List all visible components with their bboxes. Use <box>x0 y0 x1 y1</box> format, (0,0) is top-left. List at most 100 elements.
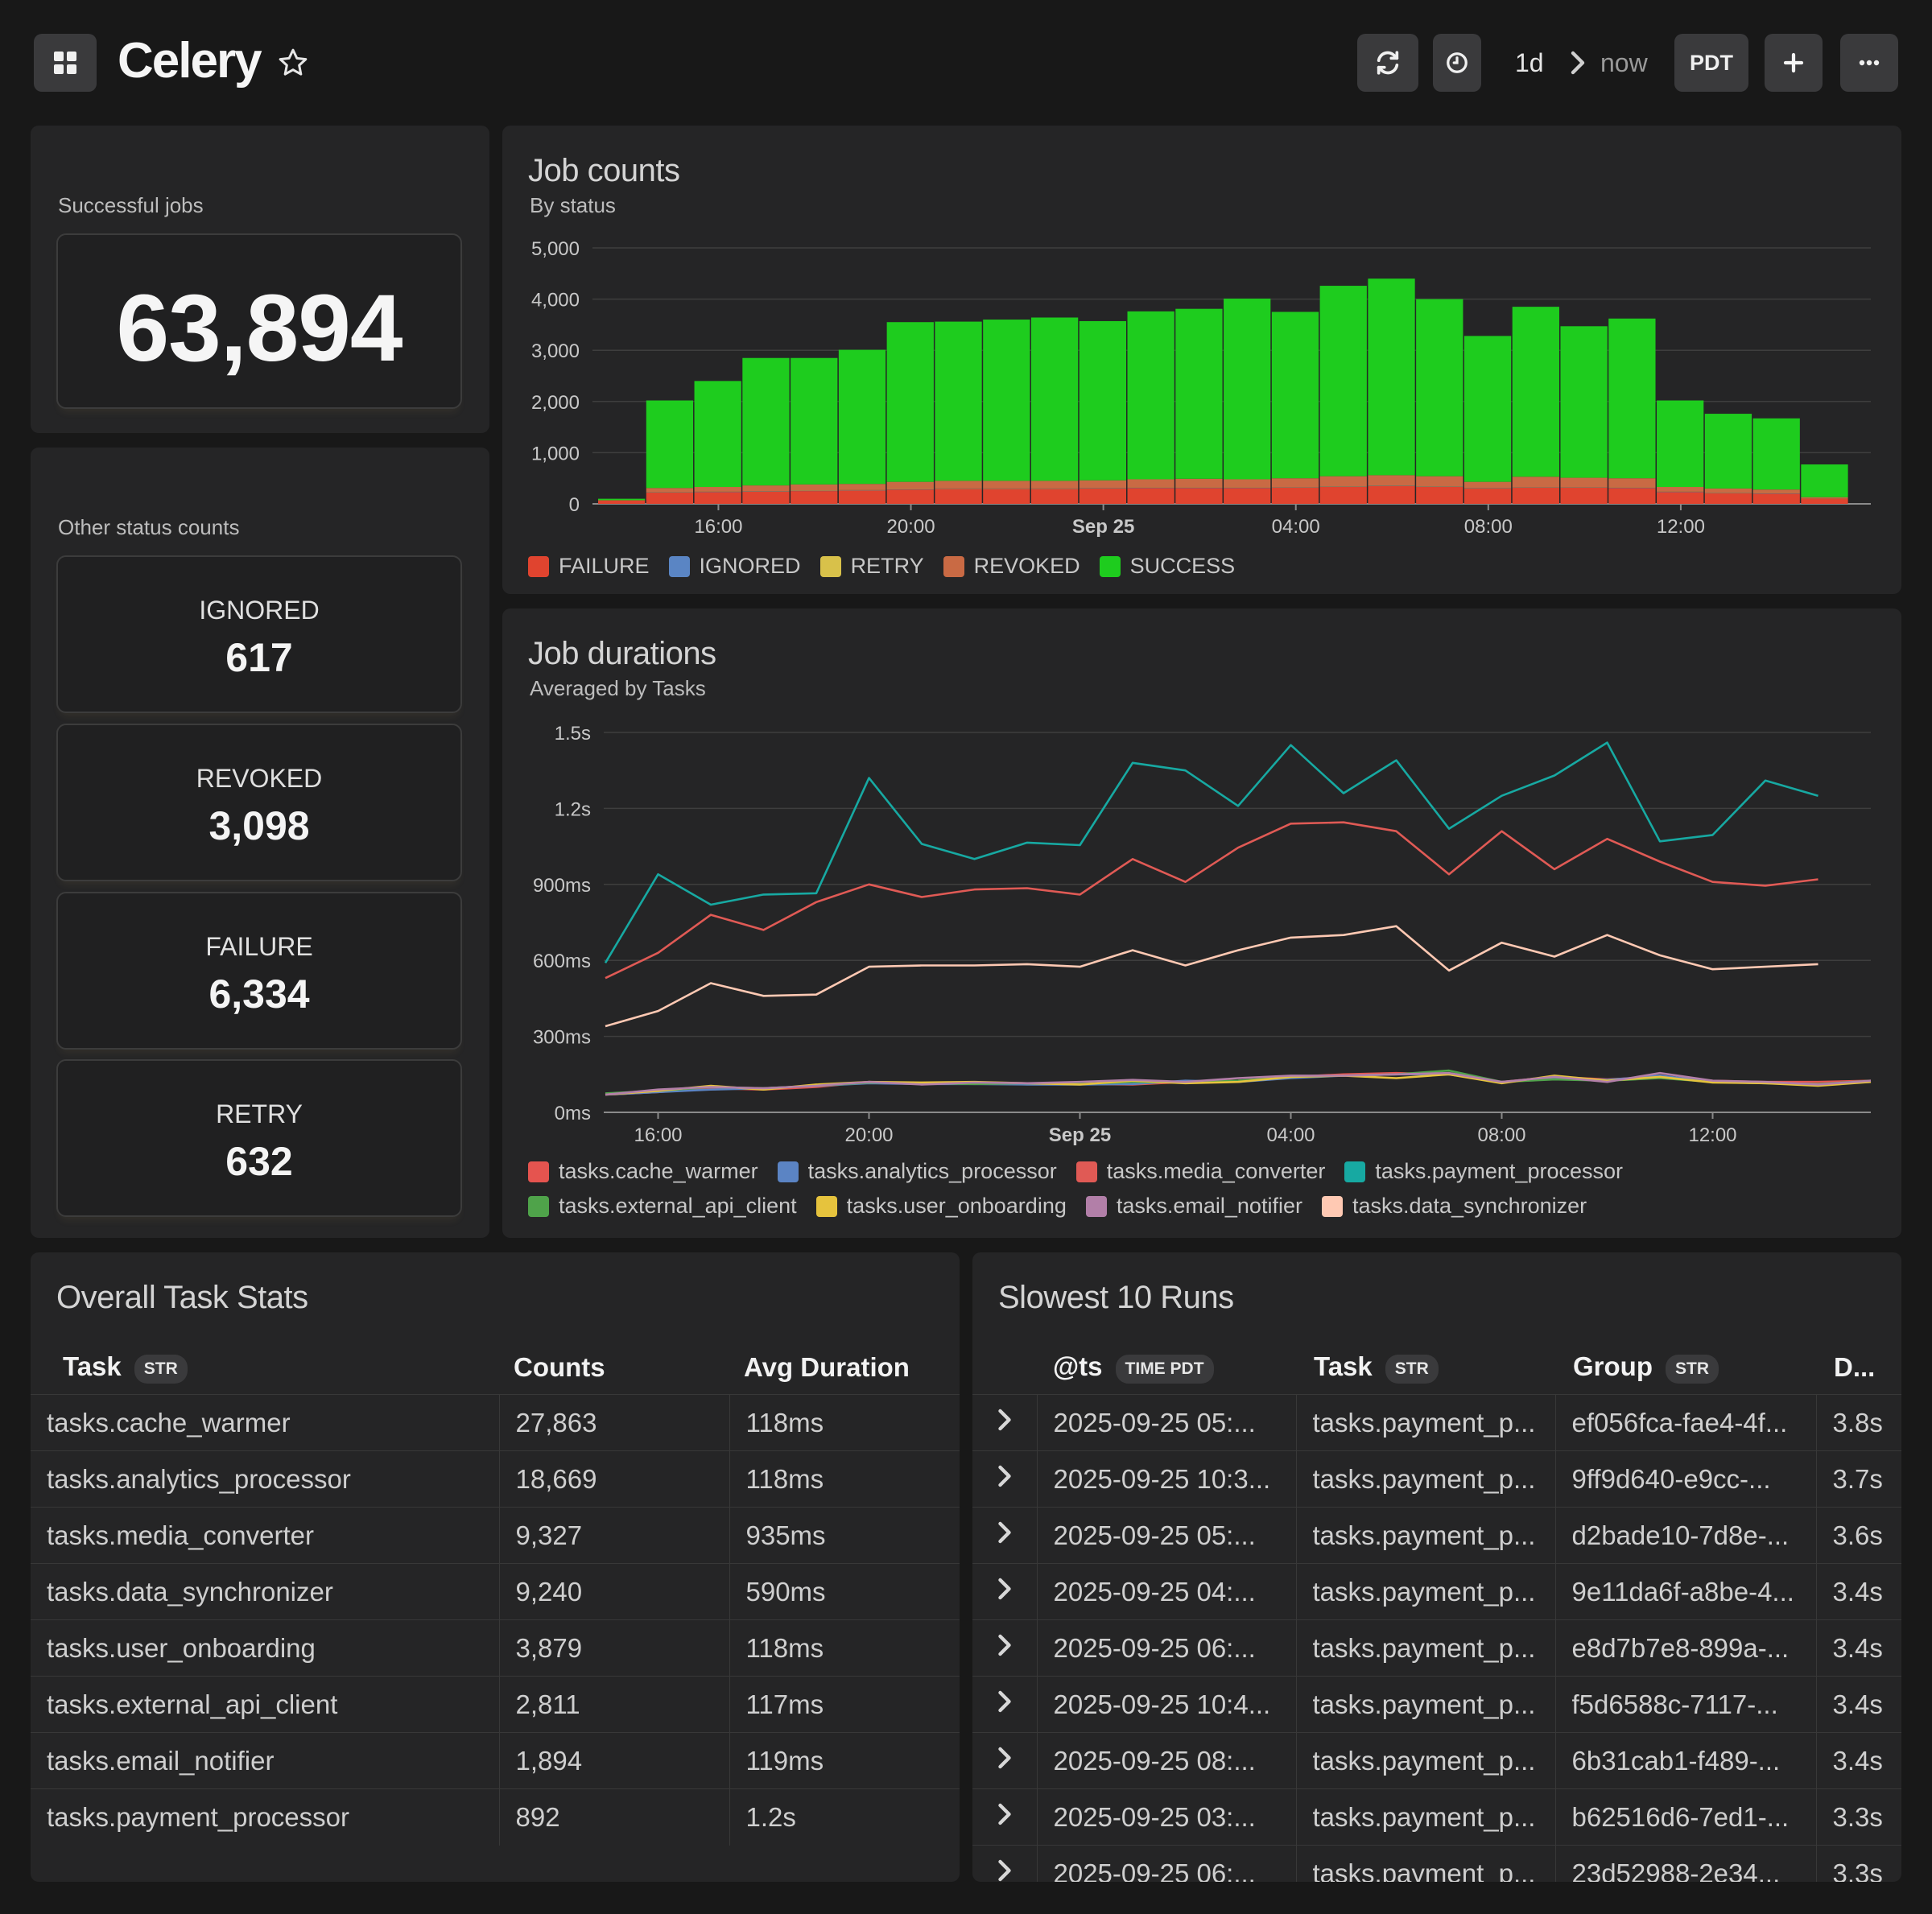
add-panel-button[interactable] <box>1765 34 1823 92</box>
legend-item[interactable]: tasks.external_api_client <box>528 1194 797 1219</box>
table-row[interactable]: tasks.user_onboarding 3,879 118ms <box>31 1619 960 1677</box>
table-row[interactable]: 2025-09-25 04:... tasks.payment_p... 9e11d… <box>972 1563 1901 1620</box>
legend-item[interactable]: tasks.email_notifier <box>1085 1194 1302 1219</box>
table-row[interactable]: 2025-09-25 06:... tasks.payment_p... 23d52… <box>972 1845 1901 1882</box>
duration-cell: 3.4s <box>1815 1732 1901 1789</box>
column-header-group[interactable]: Group STR <box>1573 1351 1719 1384</box>
legend-item[interactable]: tasks.analytics_processor <box>777 1159 1057 1184</box>
y-tick-label: 600ms <box>533 951 591 972</box>
bar-segment <box>886 481 934 489</box>
expand-row-icon[interactable] <box>972 1394 1037 1451</box>
timezone-button[interactable]: PDT <box>1674 34 1748 92</box>
bar-segment <box>1801 464 1848 497</box>
legend-swatch <box>1321 1195 1343 1217</box>
panel-subtitle: By status <box>530 193 616 217</box>
bar-segment <box>646 493 694 504</box>
time-range-to[interactable]: now <box>1600 48 1648 77</box>
bar-segment <box>1704 414 1752 489</box>
table-row[interactable]: 2025-09-25 03:... tasks.payment_p... b6251… <box>972 1788 1901 1846</box>
table-row[interactable]: tasks.media_converter 9,327 935ms <box>31 1507 960 1564</box>
column-header-task[interactable]: Task STR <box>63 1351 188 1384</box>
group-cell: 9ff9d640-e9cc-... <box>1554 1450 1816 1508</box>
table-row[interactable]: 2025-09-25 10:4... tasks.payment_p... f5d6… <box>972 1676 1901 1733</box>
time-range-clock-button[interactable] <box>1433 34 1481 92</box>
bar-segment <box>742 491 790 504</box>
bar-segment <box>1560 487 1608 504</box>
table-row[interactable]: tasks.cache_warmer 27,863 118ms <box>31 1394 960 1451</box>
table-row[interactable]: tasks.external_api_client 2,811 117ms <box>31 1676 960 1733</box>
legend-label: tasks.user_onboarding <box>846 1194 1067 1218</box>
table-row[interactable]: tasks.analytics_processor 18,669 118ms <box>31 1450 960 1508</box>
legend-label: tasks.media_converter <box>1106 1159 1326 1183</box>
legend-label: FAILURE <box>559 554 650 578</box>
expand-row-icon[interactable] <box>972 1619 1037 1677</box>
legend-item[interactable]: FAILURE <box>528 554 650 579</box>
task-cell: tasks.analytics_processor <box>31 1450 499 1508</box>
table-row[interactable]: 2025-09-25 05:... tasks.payment_p... ef056… <box>972 1394 1901 1451</box>
legend-item[interactable]: SUCCESS <box>1099 554 1235 579</box>
column-header-counts[interactable]: Counts <box>514 1352 605 1382</box>
legend-item[interactable]: IGNORED <box>668 554 801 579</box>
expand-row-icon[interactable] <box>972 1450 1037 1508</box>
avg-duration-cell: 118ms <box>729 1394 960 1451</box>
bar-segment <box>742 485 790 492</box>
table-row[interactable]: 2025-09-25 08:... tasks.payment_p... 6b31c… <box>972 1732 1901 1789</box>
more-options-button[interactable] <box>1840 34 1898 92</box>
bar-segment <box>838 490 886 504</box>
star-icon[interactable] <box>277 47 309 79</box>
legend-swatch <box>1099 555 1121 577</box>
job-durations-legend: tasks.cache_warmer tasks.analytics_proces… <box>528 1159 1897 1219</box>
refresh-button[interactable] <box>1357 34 1418 92</box>
y-tick-label: 5,000 <box>531 238 580 260</box>
column-header-duration[interactable]: D... <box>1834 1352 1876 1382</box>
bar-segment <box>1368 485 1415 504</box>
x-tick-label: 12:00 <box>1657 516 1705 538</box>
legend-item[interactable]: tasks.cache_warmer <box>528 1159 758 1184</box>
legend-item[interactable]: REVOKED <box>943 554 1080 579</box>
column-header-avg-duration[interactable]: Avg Duration <box>744 1352 910 1382</box>
bar-segment <box>1704 493 1752 504</box>
task-cell: tasks.media_converter <box>31 1507 499 1564</box>
x-tick-label: 08:00 <box>1464 516 1513 538</box>
legend-item[interactable]: RETRY <box>819 554 924 579</box>
expand-row-icon[interactable] <box>972 1788 1037 1846</box>
job-durations-chart: 0ms 300ms 600ms 900ms 1.2s 1.5s 16:00 20:00 Sep … <box>533 723 1872 1146</box>
expand-row-icon[interactable] <box>972 1676 1037 1733</box>
legend-item[interactable]: tasks.payment_processor <box>1344 1159 1623 1184</box>
legend-swatch <box>1344 1161 1366 1182</box>
task-cell: tasks.cache_warmer <box>31 1394 499 1451</box>
bar-segment <box>1752 493 1800 504</box>
table-row[interactable]: 2025-09-25 10:3... tasks.payment_p... 9ff9… <box>972 1450 1901 1508</box>
table-row[interactable]: tasks.payment_processor 892 1.2s <box>31 1788 960 1846</box>
column-header-ts[interactable]: @ts TIME PDT <box>1053 1351 1214 1384</box>
legend-item[interactable]: tasks.user_onboarding <box>815 1194 1067 1219</box>
bar-segment <box>1560 326 1608 478</box>
column-label: Group <box>1573 1351 1653 1382</box>
table-row[interactable]: 2025-09-25 05:... tasks.payment_p... d2bad… <box>972 1507 1901 1564</box>
expand-row-icon[interactable] <box>972 1845 1037 1882</box>
x-tick-label: 12:00 <box>1688 1124 1736 1146</box>
expand-row-icon[interactable] <box>972 1507 1037 1564</box>
other-status-panel: Other status counts IGNORED 617 REVOKED … <box>31 448 489 1238</box>
duration-cell: 3.3s <box>1815 1845 1901 1882</box>
bar-segment <box>1271 311 1319 479</box>
legend-item[interactable]: tasks.media_converter <box>1075 1159 1326 1184</box>
dashboards-menu-button[interactable] <box>34 34 97 92</box>
timezone-label: PDT <box>1690 50 1733 75</box>
time-range-from[interactable]: 1d <box>1515 48 1544 77</box>
legend-swatch <box>528 1195 549 1217</box>
panel-title: Job durations <box>528 636 716 671</box>
legend-item[interactable]: tasks.data_synchronizer <box>1321 1194 1587 1219</box>
expand-row-icon[interactable] <box>972 1563 1037 1620</box>
table-row[interactable]: 2025-09-25 06:... tasks.payment_p... e8d7b… <box>972 1619 1901 1677</box>
table-row[interactable]: tasks.email_notifier 1,894 119ms <box>31 1732 960 1789</box>
timestamp-cell: 2025-09-25 06:... <box>1036 1619 1296 1677</box>
bar-segment <box>1463 336 1512 482</box>
table-row[interactable]: tasks.data_synchronizer 9,240 590ms <box>31 1563 960 1620</box>
expand-row-icon[interactable] <box>972 1732 1037 1789</box>
column-header-task[interactable]: Task STR <box>1314 1351 1439 1384</box>
group-cell: ef056fca-fae4-4f... <box>1554 1394 1816 1451</box>
y-tick-label: 3,000 <box>531 340 580 362</box>
group-cell: b62516d6-7ed1-... <box>1554 1788 1816 1846</box>
ellipsis-icon <box>1859 60 1880 66</box>
